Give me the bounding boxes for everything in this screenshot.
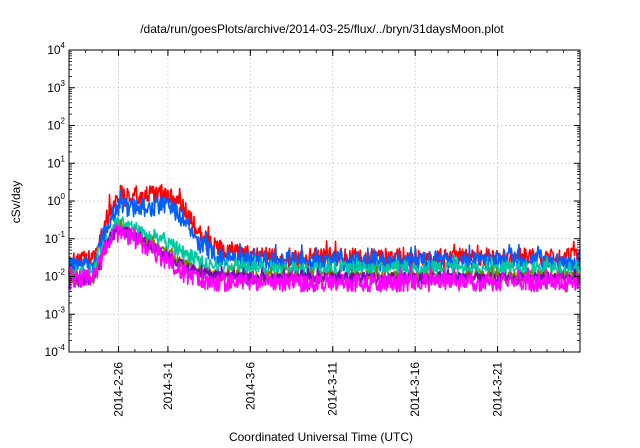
y-tick-label: 10-2 bbox=[45, 268, 66, 284]
x-tick-label: 2014-3-11 bbox=[326, 362, 340, 416]
x-tick-label: 2014-3-1 bbox=[161, 362, 175, 410]
axis-ticks: 2014-2-26 2014-3-1 2014-3-6 2014-3-11 2014-3… bbox=[45, 41, 580, 417]
chart-title: /data/run/goesPlots/archive/2014-03-25/f… bbox=[140, 22, 504, 36]
y-tick-label: 10-3 bbox=[45, 305, 66, 321]
series-line-magenta bbox=[68, 223, 581, 293]
y-tick-label: 102 bbox=[47, 117, 65, 133]
y-tick-label: 10-4 bbox=[45, 343, 66, 359]
x-tick-label: 2014-2-26 bbox=[111, 362, 125, 417]
grid-lines bbox=[69, 50, 580, 352]
y-tick-label: 101 bbox=[47, 154, 65, 170]
x-axis-label: Coordinated Universal Time (UTC) bbox=[229, 430, 413, 444]
y-tick-label: 103 bbox=[47, 79, 65, 95]
y-tick-label: 10-1 bbox=[45, 230, 66, 246]
series-line-teal bbox=[68, 216, 581, 281]
x-tick-label: 2014-3-16 bbox=[408, 362, 422, 417]
y-tick-label: 104 bbox=[47, 41, 65, 57]
data-series bbox=[68, 183, 581, 293]
x-tick-label: 2014-3-21 bbox=[491, 362, 505, 417]
x-tick-label: 2014-3-6 bbox=[243, 362, 257, 410]
y-axis-label: cSv/day bbox=[9, 181, 23, 224]
y-tick-label: 100 bbox=[47, 192, 65, 208]
